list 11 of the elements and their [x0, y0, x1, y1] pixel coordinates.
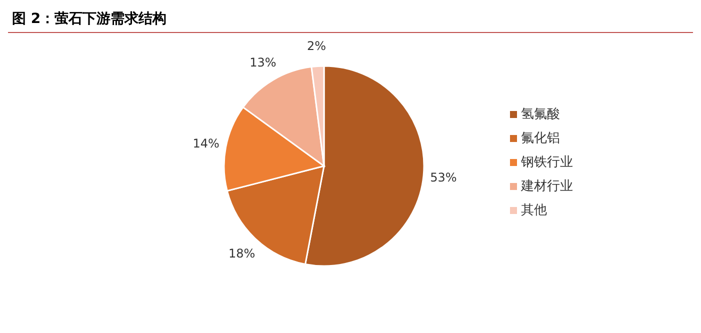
legend-label: 氟化铝: [521, 131, 560, 146]
data-label: 14%: [192, 136, 220, 151]
legend-label: 其他: [521, 203, 547, 218]
data-label: 18%: [228, 246, 256, 260]
data-label: 2%: [306, 39, 326, 54]
legend-label: 建材行业: [521, 179, 573, 194]
data-label: 13%: [250, 56, 276, 70]
legend-label: 氢氟酸: [521, 107, 560, 122]
data-label: 53%: [430, 170, 457, 184]
chart-title: 图 2：萤石下游需求结构: [8, 8, 693, 33]
legend-label: 钢铁行业: [521, 155, 573, 170]
